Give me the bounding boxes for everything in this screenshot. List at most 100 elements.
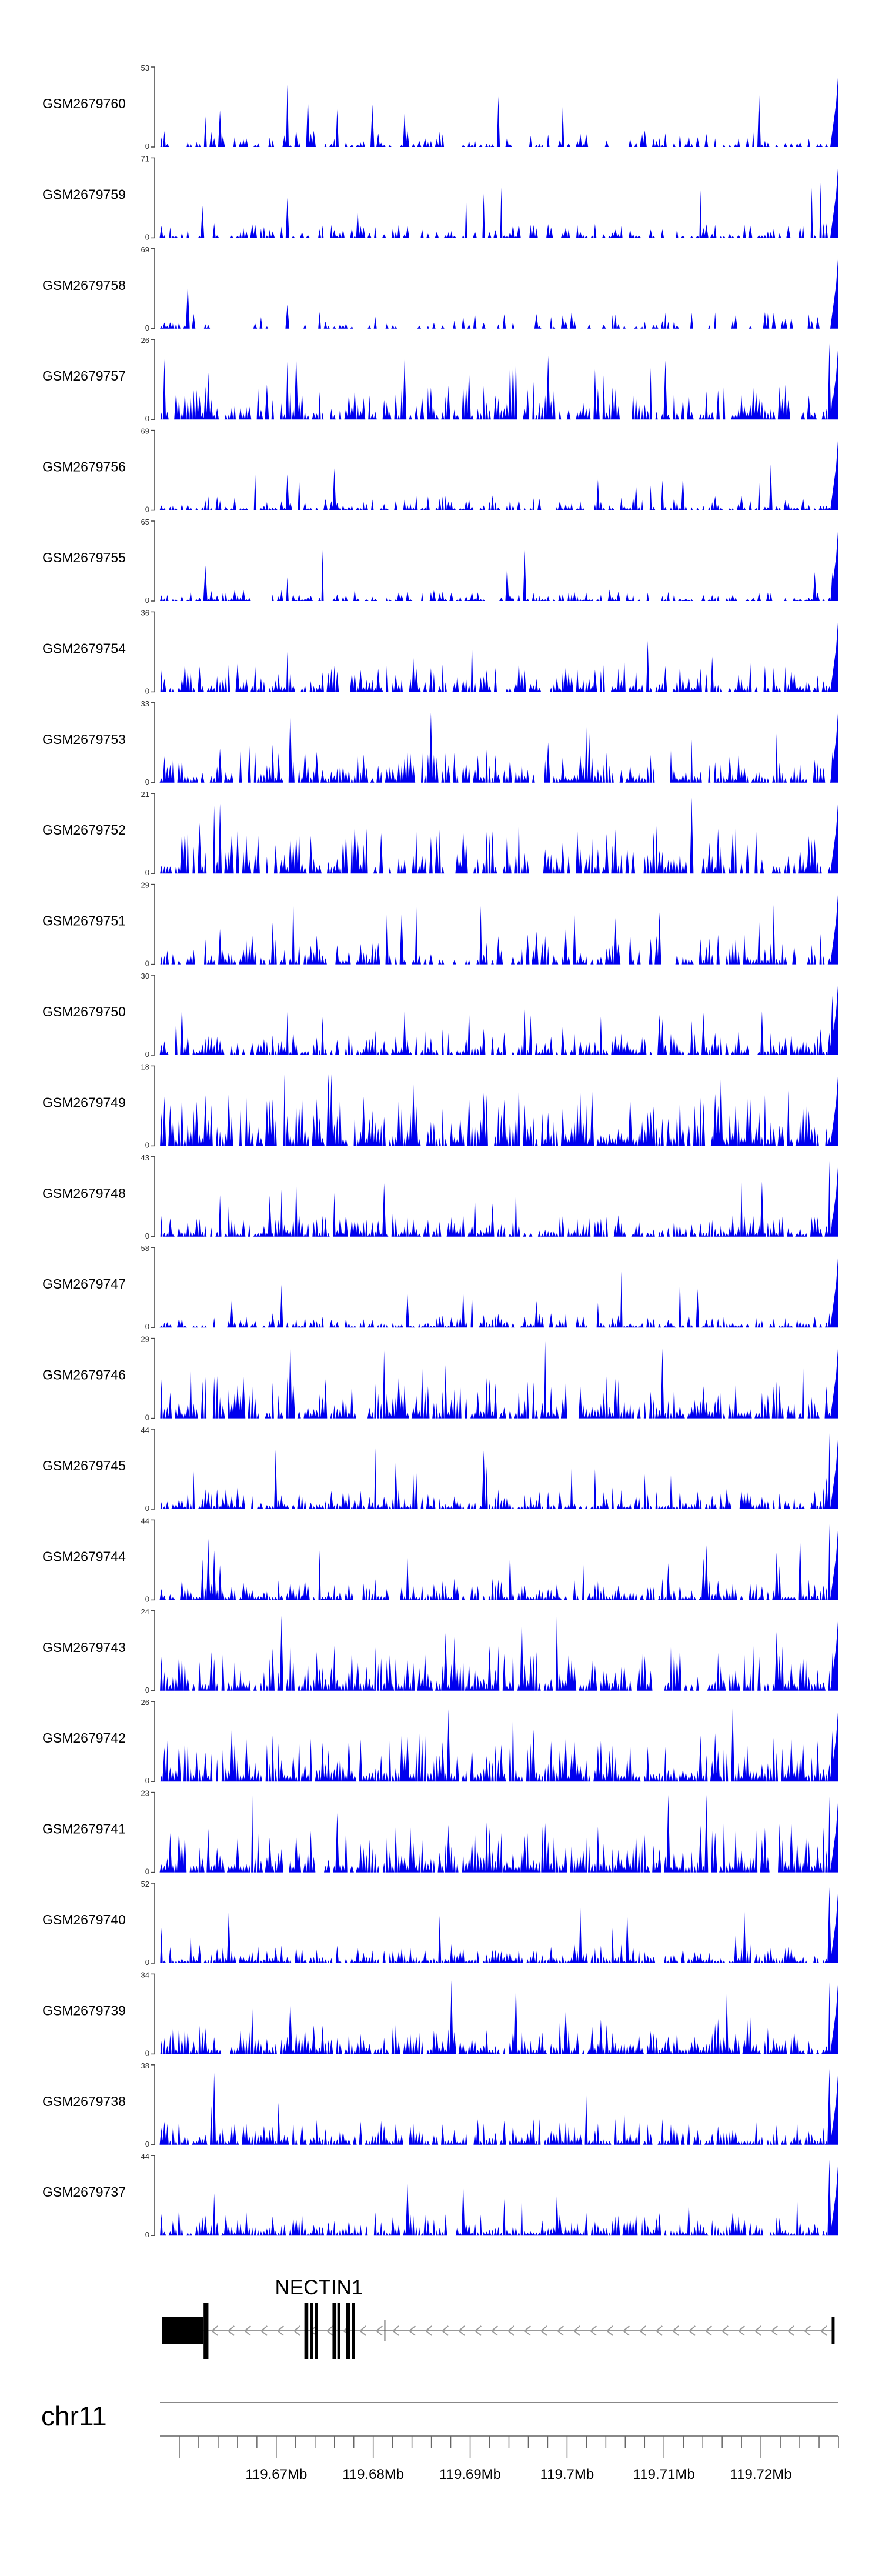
strand-chevron [787, 2325, 794, 2336]
strand-chevron [507, 2325, 514, 2336]
gene-exon [315, 2303, 318, 2359]
strand-chevron [606, 2325, 613, 2336]
y-max-label: 38 [141, 2061, 149, 2070]
track-GSM2679750: GSM2679750 30 0 [42, 972, 838, 1059]
y-min-label: 0 [145, 959, 149, 968]
track-GSM2679753: GSM2679753 33 0 [42, 699, 838, 786]
track-label: GSM2679756 [42, 459, 126, 475]
strand-chevron [276, 2325, 284, 2336]
y-min-label: 0 [145, 1776, 149, 1785]
signal-area [160, 523, 838, 601]
y-max-label: 44 [141, 1516, 149, 1525]
strand-chevron [523, 2325, 531, 2336]
strand-chevron [490, 2325, 498, 2336]
y-max-label: 71 [141, 154, 149, 163]
track-label: GSM2679750 [42, 1004, 126, 1019]
y-min-label: 0 [145, 1867, 149, 1876]
gene-exon [162, 2317, 204, 2344]
strand-chevron [243, 2325, 251, 2336]
y-max-label: 44 [141, 2152, 149, 2161]
gene-exon [352, 2303, 355, 2359]
track-label: GSM2679760 [42, 96, 126, 111]
y-max-label: 58 [141, 1244, 149, 1253]
track-label: GSM2679755 [42, 550, 126, 565]
strand-chevron [820, 2325, 827, 2336]
gene-name-label: NECTIN1 [275, 2276, 363, 2299]
y-max-label: 29 [141, 1335, 149, 1344]
track-label: GSM2679744 [42, 1549, 126, 1564]
signal-area [160, 1159, 838, 1237]
strand-chevron [589, 2325, 597, 2336]
strand-chevron [770, 2325, 778, 2336]
signal-area [160, 1976, 838, 2054]
y-max-label: 33 [141, 699, 149, 708]
signal-area [160, 1886, 838, 1963]
y-min-label: 0 [145, 1686, 149, 1694]
axis-tick-label: 119.69Mb [439, 2467, 501, 2482]
strand-chevron [392, 2325, 399, 2336]
strand-chevron [474, 2325, 482, 2336]
signal-area [159, 705, 838, 783]
y-min-label: 0 [145, 232, 149, 241]
track-label: GSM2679737 [42, 2184, 126, 2200]
chromosome-label: chr11 [41, 2401, 107, 2431]
strand-chevron [704, 2325, 712, 2336]
track-GSM2679746: GSM2679746 29 0 [42, 1335, 838, 1422]
track-GSM2679745: GSM2679745 44 0 [42, 1426, 838, 1513]
signal-area [159, 432, 838, 510]
track-GSM2679743: GSM2679743 24 0 [42, 1607, 838, 1694]
y-max-label: 53 [141, 64, 149, 72]
y-min-label: 0 [145, 868, 149, 877]
y-min-label: 0 [145, 2048, 149, 2057]
y-min-label: 0 [145, 505, 149, 514]
y-max-label: 18 [141, 1062, 149, 1071]
strand-chevron [639, 2325, 646, 2336]
y-max-label: 43 [141, 1153, 149, 1162]
track-label: GSM2679747 [42, 1276, 126, 1292]
track-label: GSM2679753 [42, 732, 126, 747]
strand-chevron [457, 2325, 465, 2336]
signal-area [159, 2067, 838, 2145]
track-label: GSM2679752 [42, 822, 126, 837]
strand-chevron [359, 2325, 366, 2336]
track-label: GSM2679751 [42, 913, 126, 929]
gene-exon [346, 2303, 350, 2359]
y-min-label: 0 [145, 2230, 149, 2239]
track-label: GSM2679759 [42, 186, 126, 202]
strand-chevron [622, 2325, 630, 2336]
axis-tick-label: 119.67Mb [245, 2467, 307, 2482]
y-max-label: 26 [141, 1698, 149, 1707]
axis-tick-label: 119.68Mb [342, 2467, 404, 2482]
track-GSM2679759: GSM2679759 71 0 [42, 154, 838, 241]
strand-chevron [408, 2325, 416, 2336]
y-min-label: 0 [145, 142, 149, 151]
track-label: GSM2679738 [42, 2094, 126, 2109]
track-GSM2679737: GSM2679737 44 0 [42, 2152, 838, 2239]
track-label: GSM2679749 [42, 1095, 126, 1110]
signal-area [160, 342, 838, 420]
y-min-label: 0 [145, 1322, 149, 1331]
signal-area [160, 1340, 838, 1419]
strand-chevron [573, 2325, 580, 2336]
y-max-label: 65 [141, 518, 149, 526]
track-label: GSM2679757 [42, 368, 126, 383]
signal-area [159, 160, 838, 238]
signal-area [160, 1613, 838, 1691]
track-GSM2679752: GSM2679752 21 0 [42, 790, 838, 877]
signal-area [160, 796, 838, 874]
gene-exon [304, 2303, 309, 2359]
track-GSM2679738: GSM2679738 38 0 [42, 2061, 838, 2148]
track-GSM2679741: GSM2679741 23 0 [42, 1789, 838, 1876]
track-label: GSM2679740 [42, 1912, 126, 1927]
strand-chevron [227, 2325, 235, 2336]
y-min-label: 0 [145, 2140, 149, 2148]
track-GSM2679749: GSM2679749 18 0 [42, 1062, 838, 1149]
signal-area [160, 69, 838, 147]
track-label: GSM2679746 [42, 1367, 126, 1383]
strand-chevron [260, 2325, 268, 2336]
track-GSM2679742: GSM2679742 26 0 [42, 1698, 838, 1785]
y-min-label: 0 [145, 1594, 149, 1603]
y-max-label: 34 [141, 1970, 149, 1979]
y-max-label: 29 [141, 881, 149, 890]
